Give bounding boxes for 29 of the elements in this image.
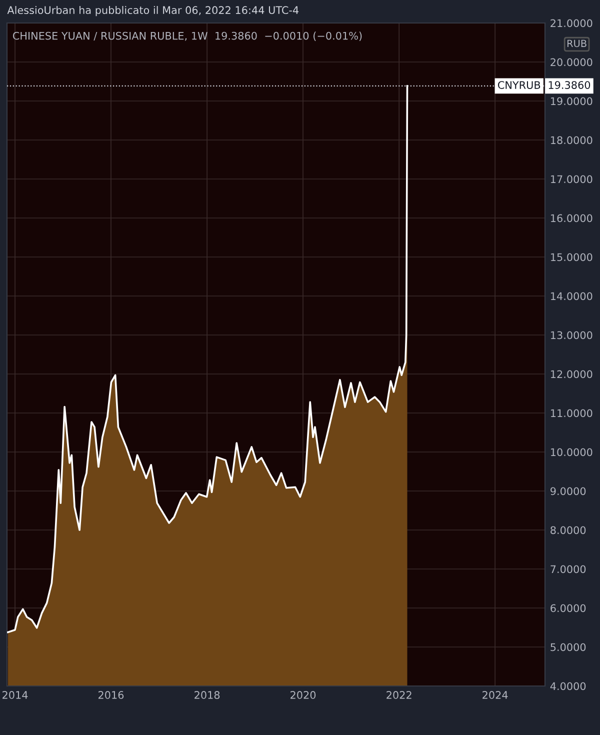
y-tick-label: 5.0000 <box>550 643 586 652</box>
y-tick-label: 13.0000 <box>551 331 592 340</box>
y-tick-label: 6.0000 <box>550 604 586 612</box>
x-tick-label: 2022 <box>386 691 412 699</box>
y-tick-label: 10.0000 <box>551 448 592 456</box>
y-tick-label: 11.0000 <box>551 409 592 418</box>
y-tick-label: 17.0000 <box>551 175 592 184</box>
y-tick-label: 19.0000 <box>551 97 592 106</box>
y-tick-label: 7.0000 <box>550 565 586 574</box>
y-tick-label: 18.0000 <box>551 136 592 144</box>
x-tick-label: 2024 <box>482 691 508 699</box>
chart-title: CHINESE YUAN / RUSSIAN RUBLE, 1W 19.3860 −0.0010 (−0.01%) <box>12 32 362 41</box>
y-tick-label: 16.0000 <box>551 214 592 222</box>
text: AlessioUrban ha pubblicato il Mar 06, 2022 16:44 UTC-4 <box>7 6 299 16</box>
x-tick-label: 2016 <box>98 691 124 699</box>
y-tick-label: 12.0000 <box>551 370 592 378</box>
y-tick-label: 8.0000 <box>550 526 586 534</box>
y-tick-label: 4.0000 <box>550 682 586 690</box>
y-tick-label: 20.0000 <box>550 58 592 66</box>
x-tick-label: 2018 <box>194 691 220 699</box>
x-tick-label: 2020 <box>290 691 316 699</box>
ref-line-label: 19.3860 <box>548 81 590 89</box>
y-tick-label: 21.0000 <box>550 19 592 28</box>
y-tick-label: 14.0000 <box>551 292 592 300</box>
annotation: CNYRUB <box>498 81 540 89</box>
y-axis-title: RUB <box>567 40 586 48</box>
y-tick-label: 9.0000 <box>550 487 586 496</box>
x-tick-label: 2014 <box>2 691 28 699</box>
y-tick-label: 15.0000 <box>551 253 592 262</box>
